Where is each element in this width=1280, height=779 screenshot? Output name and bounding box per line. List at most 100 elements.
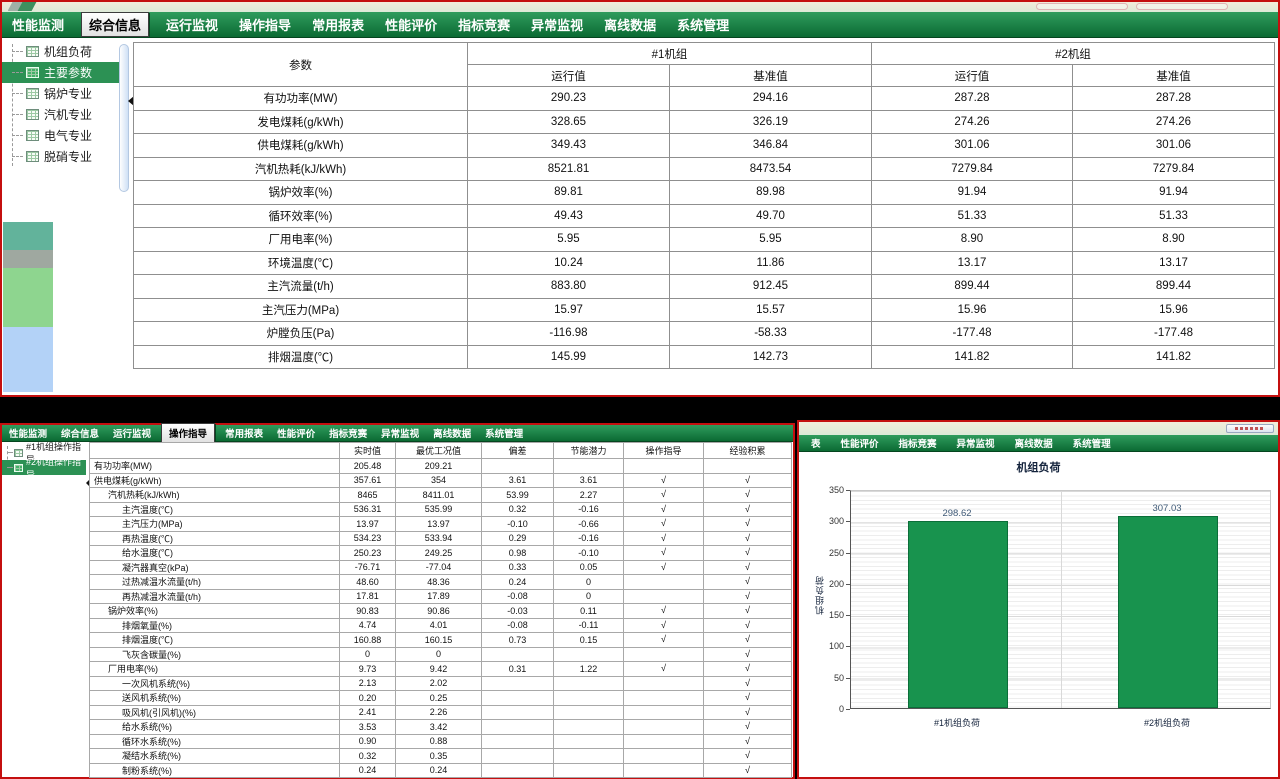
menu-item-3[interactable]: 运行监视 [166,18,219,33]
titlebar-button[interactable] [1036,3,1128,10]
menu-item-3[interactable]: 指标竞赛 [898,439,937,450]
experience-check-cell[interactable]: √ [703,530,792,546]
optimal-value-cell: 0.25 [395,690,482,706]
menu-item-1[interactable]: 性能监测 [9,429,48,440]
menu-item-5[interactable]: 常用报表 [312,18,365,33]
menu-item-9[interactable]: 离线数据 [604,18,657,33]
guide-check-cell[interactable]: √ [623,603,704,619]
experience-check-cell[interactable]: √ [703,588,792,604]
realtime-value-cell: 0.32 [339,748,396,764]
guide-check-cell[interactable]: √ [623,559,704,575]
experience-check-cell[interactable]: √ [703,516,792,532]
potential-value-cell [553,762,624,778]
param-name-cell: 主汽压力(MPa) [89,516,340,532]
experience-check-cell[interactable]: √ [703,617,792,633]
table-row: 再热温度(℃) 534.23 533.94 0.29 -0.16 √ √ [89,530,792,546]
experience-check-cell[interactable]: √ [703,733,792,749]
menu-item-2[interactable]: 性能评价 [840,439,879,450]
experience-check-cell[interactable]: √ [703,603,792,619]
chart-bar [908,521,1008,708]
titlebar-button[interactable] [1136,3,1228,10]
window-control-button[interactable] [1226,424,1274,433]
guide-check-cell[interactable]: √ [623,516,704,532]
guide-check-cell[interactable]: √ [623,530,704,546]
splitter-collapse-icon[interactable] [81,478,91,488]
experience-check-cell[interactable]: √ [703,748,792,764]
param-name-cell: 循环效率(%) [133,203,468,228]
sidebar-item-3[interactable]: 锅炉专业 [2,83,124,104]
menu-item-2[interactable]: 综合信息 [81,12,150,37]
experience-check-cell[interactable]: √ [703,690,792,706]
menu-item-8[interactable]: 异常监视 [531,18,584,33]
unit2-base-value-cell: 287.28 [1072,86,1275,111]
menu-item-6[interactable]: 性能评价 [277,429,316,440]
guide-check-cell[interactable]: √ [623,501,704,517]
table-row: 供电煤耗(g/kWh) 349.43 346.84 301.06 301.06 [133,133,1275,158]
menu-item-4[interactable]: 操作指导 [239,18,292,33]
menu-item-5[interactable]: 离线数据 [1014,439,1053,450]
menu-item-1[interactable]: 性能监测 [12,18,65,33]
realtime-value-cell: 357.61 [339,472,396,488]
menu-item-6[interactable]: 系统管理 [1072,439,1111,450]
unit1-base-value-cell: 49.70 [669,203,872,228]
menu-item-8[interactable]: 异常监视 [381,429,420,440]
sidebar-item-label: 脱硝专业 [44,150,93,164]
sidebar-scrollbar[interactable] [119,44,129,192]
optimal-value-cell: 4.01 [395,617,482,633]
sidebar-item-2[interactable]: 主要参数 [2,62,124,83]
guide-check-cell[interactable]: √ [623,472,704,488]
guide-check-cell[interactable]: √ [623,661,704,677]
experience-check-cell[interactable]: √ [703,646,792,662]
param-name-cell: 主汽流量(t/h) [133,274,468,299]
sidebar-item-1[interactable]: 机组负荷 [2,41,124,62]
menu-item-3[interactable]: 运行监视 [113,429,152,440]
y-tick-label: 200 [828,578,844,589]
realtime-value-cell: 2.13 [339,675,396,691]
menu-item-9[interactable]: 离线数据 [433,429,472,440]
menu-item-4[interactable]: 异常监视 [956,439,995,450]
menu-item-10[interactable]: 系统管理 [677,18,730,33]
experience-check-cell[interactable]: √ [703,762,792,778]
sidebar-item-4[interactable]: 汽机专业 [2,104,124,125]
sidebar-item-6[interactable]: 脱硝专业 [2,146,124,167]
table-row: 环境温度(℃) 10.24 11.86 13.17 13.17 [133,250,1275,275]
experience-check-cell[interactable]: √ [703,704,792,720]
experience-check-cell[interactable]: √ [703,632,792,648]
experience-check-cell[interactable]: √ [703,545,792,561]
sidebar-item-2[interactable]: #2机组操作指导 [2,457,86,480]
experience-check-cell[interactable]: √ [703,559,792,575]
experience-check-cell[interactable]: √ [703,719,792,735]
param-name-cell: 再热减温水流量(t/h) [89,588,340,604]
chart-menubar: 表 性能评价 指标竞赛 异常监视 离线数据 系统管理 [799,435,1278,452]
unit1-run-value-cell: 49.43 [467,203,670,228]
unit2-base-value-cell: 15.96 [1072,297,1275,322]
menu-item-2[interactable]: 综合信息 [61,429,100,440]
experience-check-cell[interactable]: √ [703,487,792,503]
table-row: 吸风机(引风机)(%) 2.41 2.26 √ [89,704,792,720]
experience-check-cell[interactable]: √ [703,574,792,590]
sidebar-item-5[interactable]: 电气专业 [2,125,124,146]
table-row: 过热减温水流量(t/h) 48.60 48.36 0.24 0 √ [89,574,792,590]
potential-value-cell: 0.05 [553,559,624,575]
experience-check-cell[interactable]: √ [703,675,792,691]
menu-item-5[interactable]: 常用报表 [225,429,264,440]
menu-item-10[interactable]: 系统管理 [485,429,524,440]
menu-item-4[interactable]: 操作指导 [161,423,216,443]
experience-check-cell[interactable]: √ [703,472,792,488]
menu-item-7[interactable]: 指标竞赛 [329,429,368,440]
experience-check-cell[interactable]: √ [703,501,792,517]
table-row: 厂用电率(%) 9.73 9.42 0.31 1.22 √ √ [89,661,792,677]
menu-item-1[interactable]: 表 [811,439,821,450]
splitter-collapse-icon[interactable] [123,96,134,106]
deviation-value-cell: 0.73 [481,632,554,648]
sidebar-item-1[interactable]: #1机组操作指导 [2,442,86,465]
menu-item-7[interactable]: 指标竞赛 [458,18,511,33]
guide-check-cell[interactable]: √ [623,632,704,648]
guide-check-cell[interactable]: √ [623,617,704,633]
guide-check-cell[interactable]: √ [623,487,704,503]
experience-check-cell[interactable]: √ [703,661,792,677]
guide-check-cell[interactable]: √ [623,545,704,561]
menu-item-6[interactable]: 性能评价 [385,18,438,33]
unit2-base-value-cell: 13.17 [1072,250,1275,275]
optimal-value-cell: 8411.01 [395,487,482,503]
